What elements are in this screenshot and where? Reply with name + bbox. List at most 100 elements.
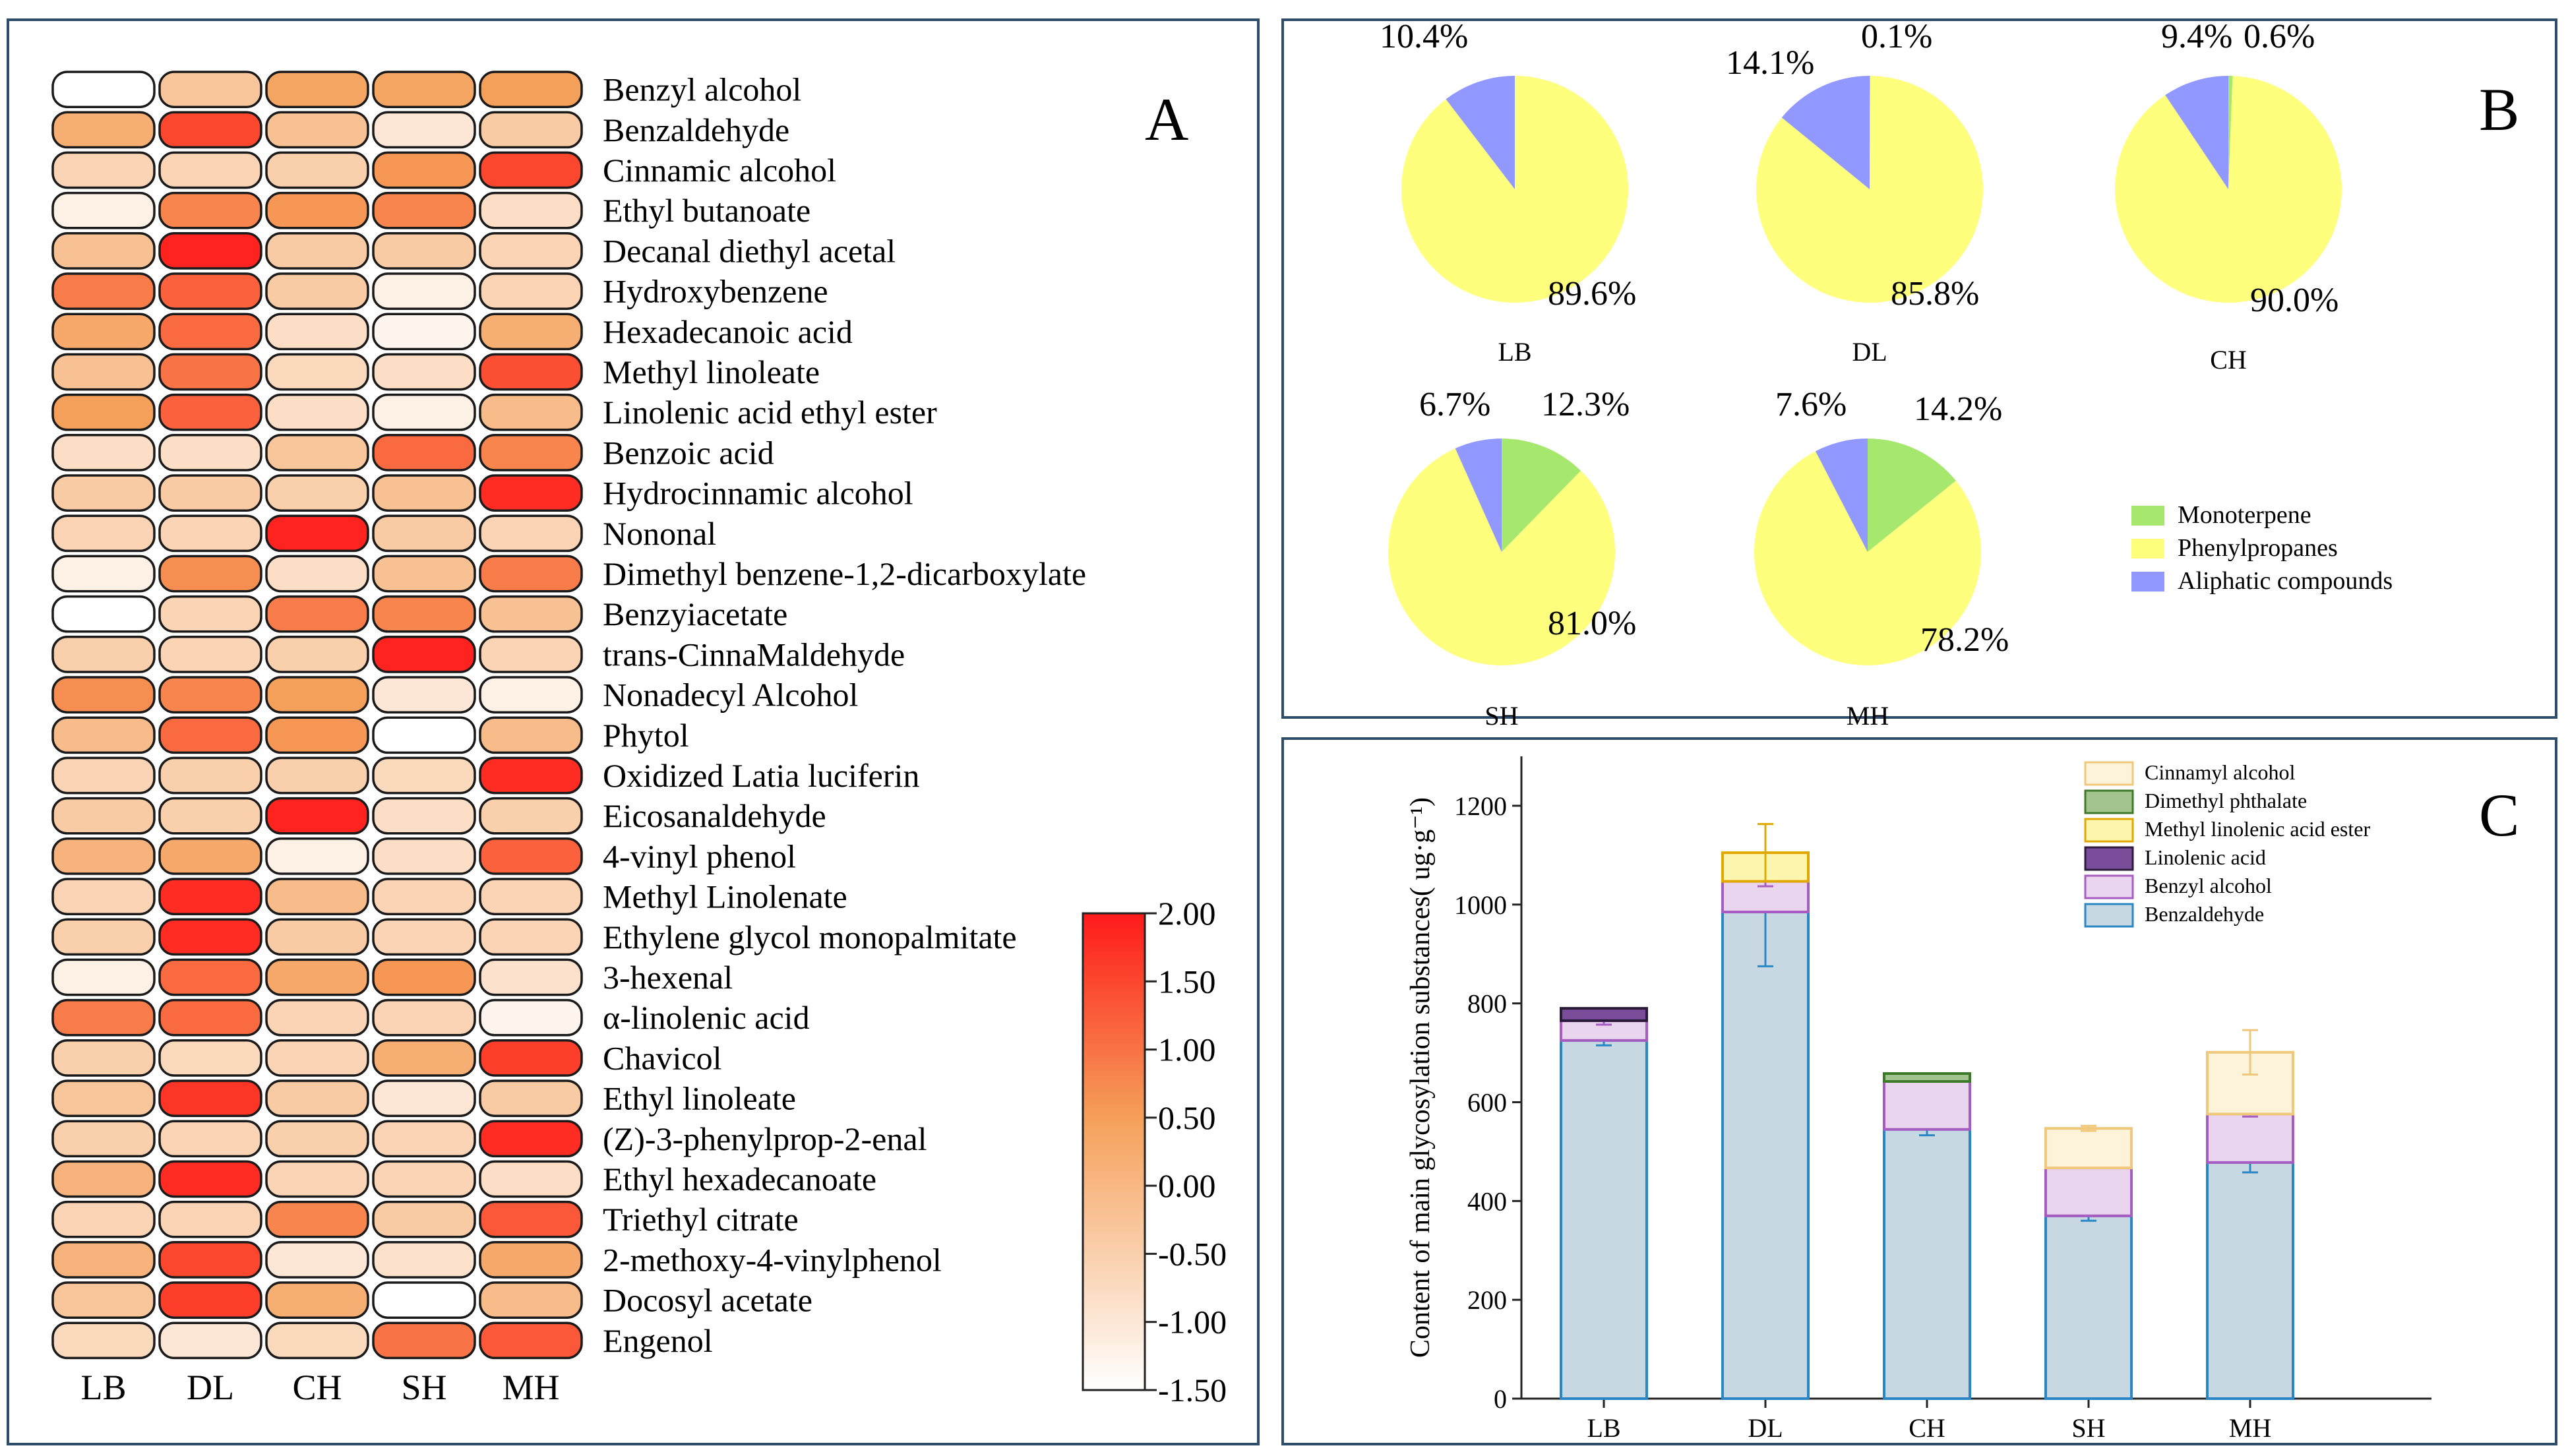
heatmap-row-label: Engenol <box>603 1322 713 1359</box>
heatmap-cell <box>51 1160 156 1198</box>
bar-segment <box>2206 1161 2294 1400</box>
heatmap-cell <box>265 756 369 795</box>
heatmap-cell <box>158 716 262 754</box>
heatmap-cell <box>479 1281 583 1319</box>
heatmap-cell <box>158 434 262 471</box>
pie-percent-label: 12.3% <box>1541 386 1630 423</box>
heatmap-cell <box>51 1241 156 1279</box>
x-tick-label: SH <box>2071 1413 2105 1443</box>
y-tick-label: 200 <box>1467 1285 1507 1315</box>
heatmap-cell <box>479 514 583 553</box>
heatmap-cell <box>372 1281 476 1319</box>
heatmap-cell <box>372 514 476 553</box>
heatmap-row-label: Hexadecanoic acid <box>603 313 853 350</box>
heatmap-cell <box>372 837 476 875</box>
pie-percent-label: 81.0% <box>1548 605 1636 642</box>
heatmap-cell <box>158 918 262 956</box>
heatmap-cell <box>158 313 262 351</box>
pie-percent-label: 89.6% <box>1548 275 1636 313</box>
heatmap-cell <box>372 151 476 189</box>
bar-segment <box>2044 1214 2133 1400</box>
heatmap-cell <box>265 918 369 956</box>
heatmap-cell <box>265 474 369 512</box>
pie-slice-phenylpropanes <box>1388 448 1615 666</box>
pie-slice-monoterpene <box>2228 76 2233 189</box>
bar-legend-label: Benzyl alcohol <box>2145 874 2272 897</box>
heatmap-row-label: Ethylene glycol monopalmitate <box>603 919 1017 956</box>
panel-a-letter: A <box>1145 86 1188 153</box>
heatmap-cell <box>51 1120 156 1158</box>
pie-legend-swatch <box>2131 506 2164 526</box>
bar-segment <box>1560 1007 1648 1022</box>
heatmap-cell <box>479 998 583 1037</box>
heatmap-cell <box>265 393 369 431</box>
bar-legend-label: Dimethyl phthalate <box>2145 789 2307 812</box>
heatmap-cell <box>51 676 156 713</box>
heatmap-cell <box>372 998 476 1037</box>
heatmap-row-label: 3-hexenal <box>603 959 733 996</box>
bar-legend-swatch <box>2084 846 2134 871</box>
heatmap-cell <box>479 878 583 915</box>
pie-slice-monoterpene <box>1502 439 1581 552</box>
heatmap-cell <box>265 272 369 310</box>
y-tick-label: 1200 <box>1454 791 1507 821</box>
bar-legend-label: Cinnamyl alcohol <box>2145 760 2296 784</box>
y-tick-label: 800 <box>1467 989 1507 1019</box>
heatmap-cell <box>265 232 369 270</box>
colorbar-tick-label: 2.00 <box>1158 895 1216 932</box>
pie-legend-swatch <box>2131 572 2164 592</box>
panel-b-pies: 89.6% 10.4% LB 85.8% 14.1% 0.1% DL 90.0% 9.4% 0.6… <box>1281 18 2557 731</box>
heatmap-cell <box>372 71 476 108</box>
pie-slice-aliphatic <box>1781 76 1870 189</box>
bar-legend-label: Linolenic acid <box>2145 845 2266 869</box>
heatmap-cell <box>479 474 583 512</box>
heatmap-cell <box>265 676 369 713</box>
heatmap-cell <box>158 1039 262 1077</box>
heatmap-cell <box>479 555 583 593</box>
bar-legend-label: Benzaldehyde <box>2145 902 2264 926</box>
heatmap-row-label: Benzaldehyde <box>603 111 789 148</box>
heatmap-cell <box>479 1241 583 1279</box>
pie-legend: Monoterpene Phenylpropanes Aliphatic compo… <box>2131 501 2393 595</box>
heatmap-cell <box>372 595 476 633</box>
panel-c-stacked-bars: 0 200 400 600 800 1000 1200 Content of main gly… <box>1281 737 2557 1445</box>
heatmap-cell <box>265 797 369 835</box>
heatmap-cell <box>158 636 262 673</box>
heatmap-cell <box>372 878 476 915</box>
heatmap-cell <box>158 1281 262 1319</box>
heatmap-cell <box>265 1241 369 1279</box>
bar-legend-label: Methyl linolenic acid ester <box>2145 817 2370 841</box>
heatmap-cell <box>158 1200 262 1238</box>
pie-slice-aliphatic <box>2165 76 2228 189</box>
colorbar-tick-label: 0.00 <box>1158 1167 1216 1204</box>
heatmap-cell <box>372 313 476 351</box>
bar-segment <box>1721 911 1810 1400</box>
heatmap-cell <box>265 1079 369 1117</box>
heatmap-row-label: Benzyl alcohol <box>603 71 801 108</box>
heatmap-cell <box>51 716 156 754</box>
heatmap-cell <box>51 1281 156 1319</box>
heatmap-cell <box>265 837 369 875</box>
heatmap-cell <box>479 191 583 229</box>
heatmap-cell <box>51 958 156 996</box>
heatmap-cell <box>265 1039 369 1077</box>
pie-legend-swatch <box>2131 539 2164 559</box>
heatmap-cell <box>51 595 156 633</box>
pie-charts: 89.6% 10.4% LB 85.8% 14.1% 0.1% DL 90.0% 9.4% 0.6… <box>1380 18 2342 731</box>
heatmap-cell <box>479 1160 583 1198</box>
heatmap-cell <box>158 151 262 189</box>
pie-slice-aliphatic <box>1455 439 1502 552</box>
y-axis-title: Content of main glycosylation substances… <box>1405 797 1436 1358</box>
heatmap-cell <box>158 958 262 996</box>
heatmap-cell <box>51 555 156 593</box>
pie-percent-label: 0.6% <box>2244 18 2315 55</box>
pie-sample-label: CH <box>2210 345 2247 375</box>
heatmap-cell <box>265 998 369 1037</box>
heatmap-cell <box>479 111 583 149</box>
heatmap-cell <box>158 837 262 875</box>
pie-legend-label: Monoterpene <box>2178 501 2311 529</box>
heatmap-cell <box>372 434 476 471</box>
heatmap-cell <box>372 1200 476 1238</box>
heatmap-cell <box>479 716 583 754</box>
y-tick-label: 0 <box>1494 1384 1507 1414</box>
